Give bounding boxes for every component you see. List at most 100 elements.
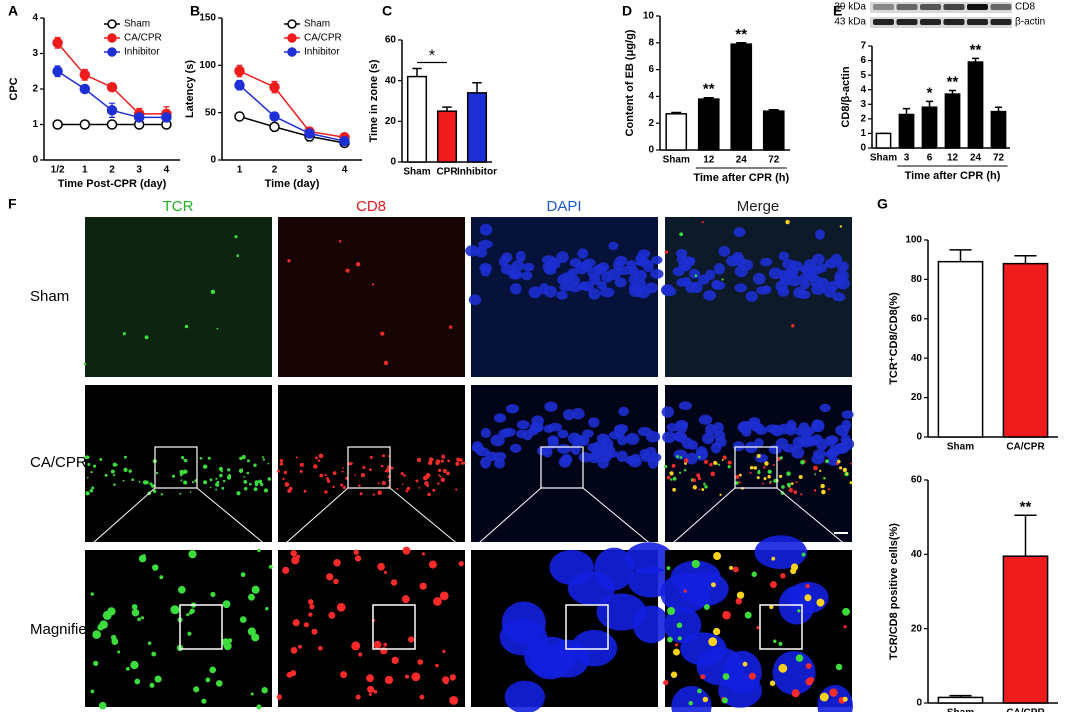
signal-dot xyxy=(704,485,708,489)
signal-dot xyxy=(142,480,148,485)
signal-dot xyxy=(256,704,262,710)
signal-dot xyxy=(427,492,431,497)
error-bar xyxy=(1014,255,1037,264)
signal-dot xyxy=(698,488,701,491)
signal-dot xyxy=(666,566,671,570)
signal-dot xyxy=(426,484,429,487)
signal-dot xyxy=(288,486,293,491)
roi-box xyxy=(372,604,416,650)
signal-dot xyxy=(215,477,218,480)
signal-dot xyxy=(772,463,775,466)
blot-band xyxy=(943,19,965,25)
signal-dot xyxy=(258,479,263,484)
signal-dot xyxy=(303,489,307,493)
signal-dot xyxy=(767,475,771,479)
signal-dot xyxy=(836,459,841,464)
nucleus xyxy=(800,279,810,290)
x-tick-label: Sham xyxy=(947,708,974,712)
signal-dot xyxy=(360,472,366,478)
signal-dot xyxy=(358,484,361,487)
signal-dot xyxy=(683,468,687,472)
signal-dot xyxy=(762,482,764,485)
signal-dot xyxy=(279,462,284,466)
signal-dot xyxy=(193,686,200,693)
nucleus xyxy=(812,253,825,265)
y-tick-label: 0 xyxy=(648,145,654,156)
signal-dot xyxy=(222,600,231,609)
signal-dot xyxy=(421,552,426,556)
point xyxy=(52,37,63,49)
micrograph xyxy=(85,549,273,710)
signal-dot xyxy=(664,465,668,469)
nucleus xyxy=(579,434,590,446)
nucleus xyxy=(815,229,825,240)
micrograph xyxy=(276,546,465,707)
nucleus xyxy=(548,422,562,432)
signal-dot xyxy=(773,478,778,483)
y-axis-label: CPC xyxy=(8,77,20,100)
nucleus xyxy=(614,423,629,434)
signal-dot xyxy=(401,483,404,485)
signal-dot xyxy=(296,554,301,559)
signal-dot xyxy=(244,487,248,491)
row-label: CA/CPR xyxy=(30,454,87,471)
signal-dot xyxy=(240,572,246,578)
blot-size: 43 kDa xyxy=(834,17,866,28)
signal-dot xyxy=(125,666,130,671)
micrograph-bg xyxy=(85,217,272,377)
signal-dot xyxy=(207,456,211,460)
signal-dot xyxy=(805,663,812,669)
nucleus xyxy=(644,282,659,294)
signal-dot xyxy=(670,671,678,678)
signal-dot xyxy=(795,654,804,662)
signal-dot xyxy=(455,461,460,466)
signal-dot xyxy=(679,232,684,237)
signal-dot xyxy=(738,481,741,484)
signal-dot xyxy=(820,483,825,489)
signal-dot xyxy=(333,558,341,567)
signal-dot xyxy=(367,685,375,693)
nucleus xyxy=(661,406,675,418)
series-line xyxy=(239,70,345,139)
x-tick-label: CA/CPR xyxy=(1006,442,1045,453)
x-tick-label: 12 xyxy=(947,153,959,164)
signal-dot xyxy=(440,459,444,463)
signal-dot xyxy=(368,693,372,697)
bar xyxy=(1002,262,1049,438)
x-tick-label: 3 xyxy=(307,165,313,176)
signal-dot xyxy=(390,579,398,586)
x-tick-label: 1 xyxy=(237,165,243,176)
nucleus xyxy=(492,451,507,461)
signal-dot xyxy=(241,455,246,460)
y-tick-label: 4 xyxy=(860,84,866,95)
y-tick-label: 1 xyxy=(32,119,38,130)
blot-band xyxy=(967,19,988,25)
x-tick-label: Sham xyxy=(403,167,430,178)
signal-dot xyxy=(179,492,182,495)
signal-dot xyxy=(131,604,138,610)
y-axis-label: Latency (s) xyxy=(184,60,196,118)
signal-dot xyxy=(203,480,208,485)
roi-box xyxy=(347,446,391,489)
bar xyxy=(937,260,984,438)
y-tick-label: 7 xyxy=(860,41,866,52)
signal-dot xyxy=(236,491,241,496)
signal-dot xyxy=(112,474,116,477)
signal-dot xyxy=(149,482,153,486)
signal-dot xyxy=(722,673,730,680)
nucleus xyxy=(480,427,492,439)
signal-dot xyxy=(298,644,302,649)
signal-dot xyxy=(721,278,724,281)
signal-dot xyxy=(279,459,284,463)
signal-dot xyxy=(319,473,324,478)
signal-dot xyxy=(182,472,185,475)
error-bar xyxy=(902,107,911,115)
signal-dot xyxy=(140,616,145,620)
signal-dot xyxy=(340,671,348,679)
bar xyxy=(944,93,961,149)
signal-dot xyxy=(703,604,710,610)
signal-dot xyxy=(839,225,842,228)
signal-dot xyxy=(216,680,223,687)
legend-marker xyxy=(287,19,297,29)
signal-dot xyxy=(183,480,188,485)
